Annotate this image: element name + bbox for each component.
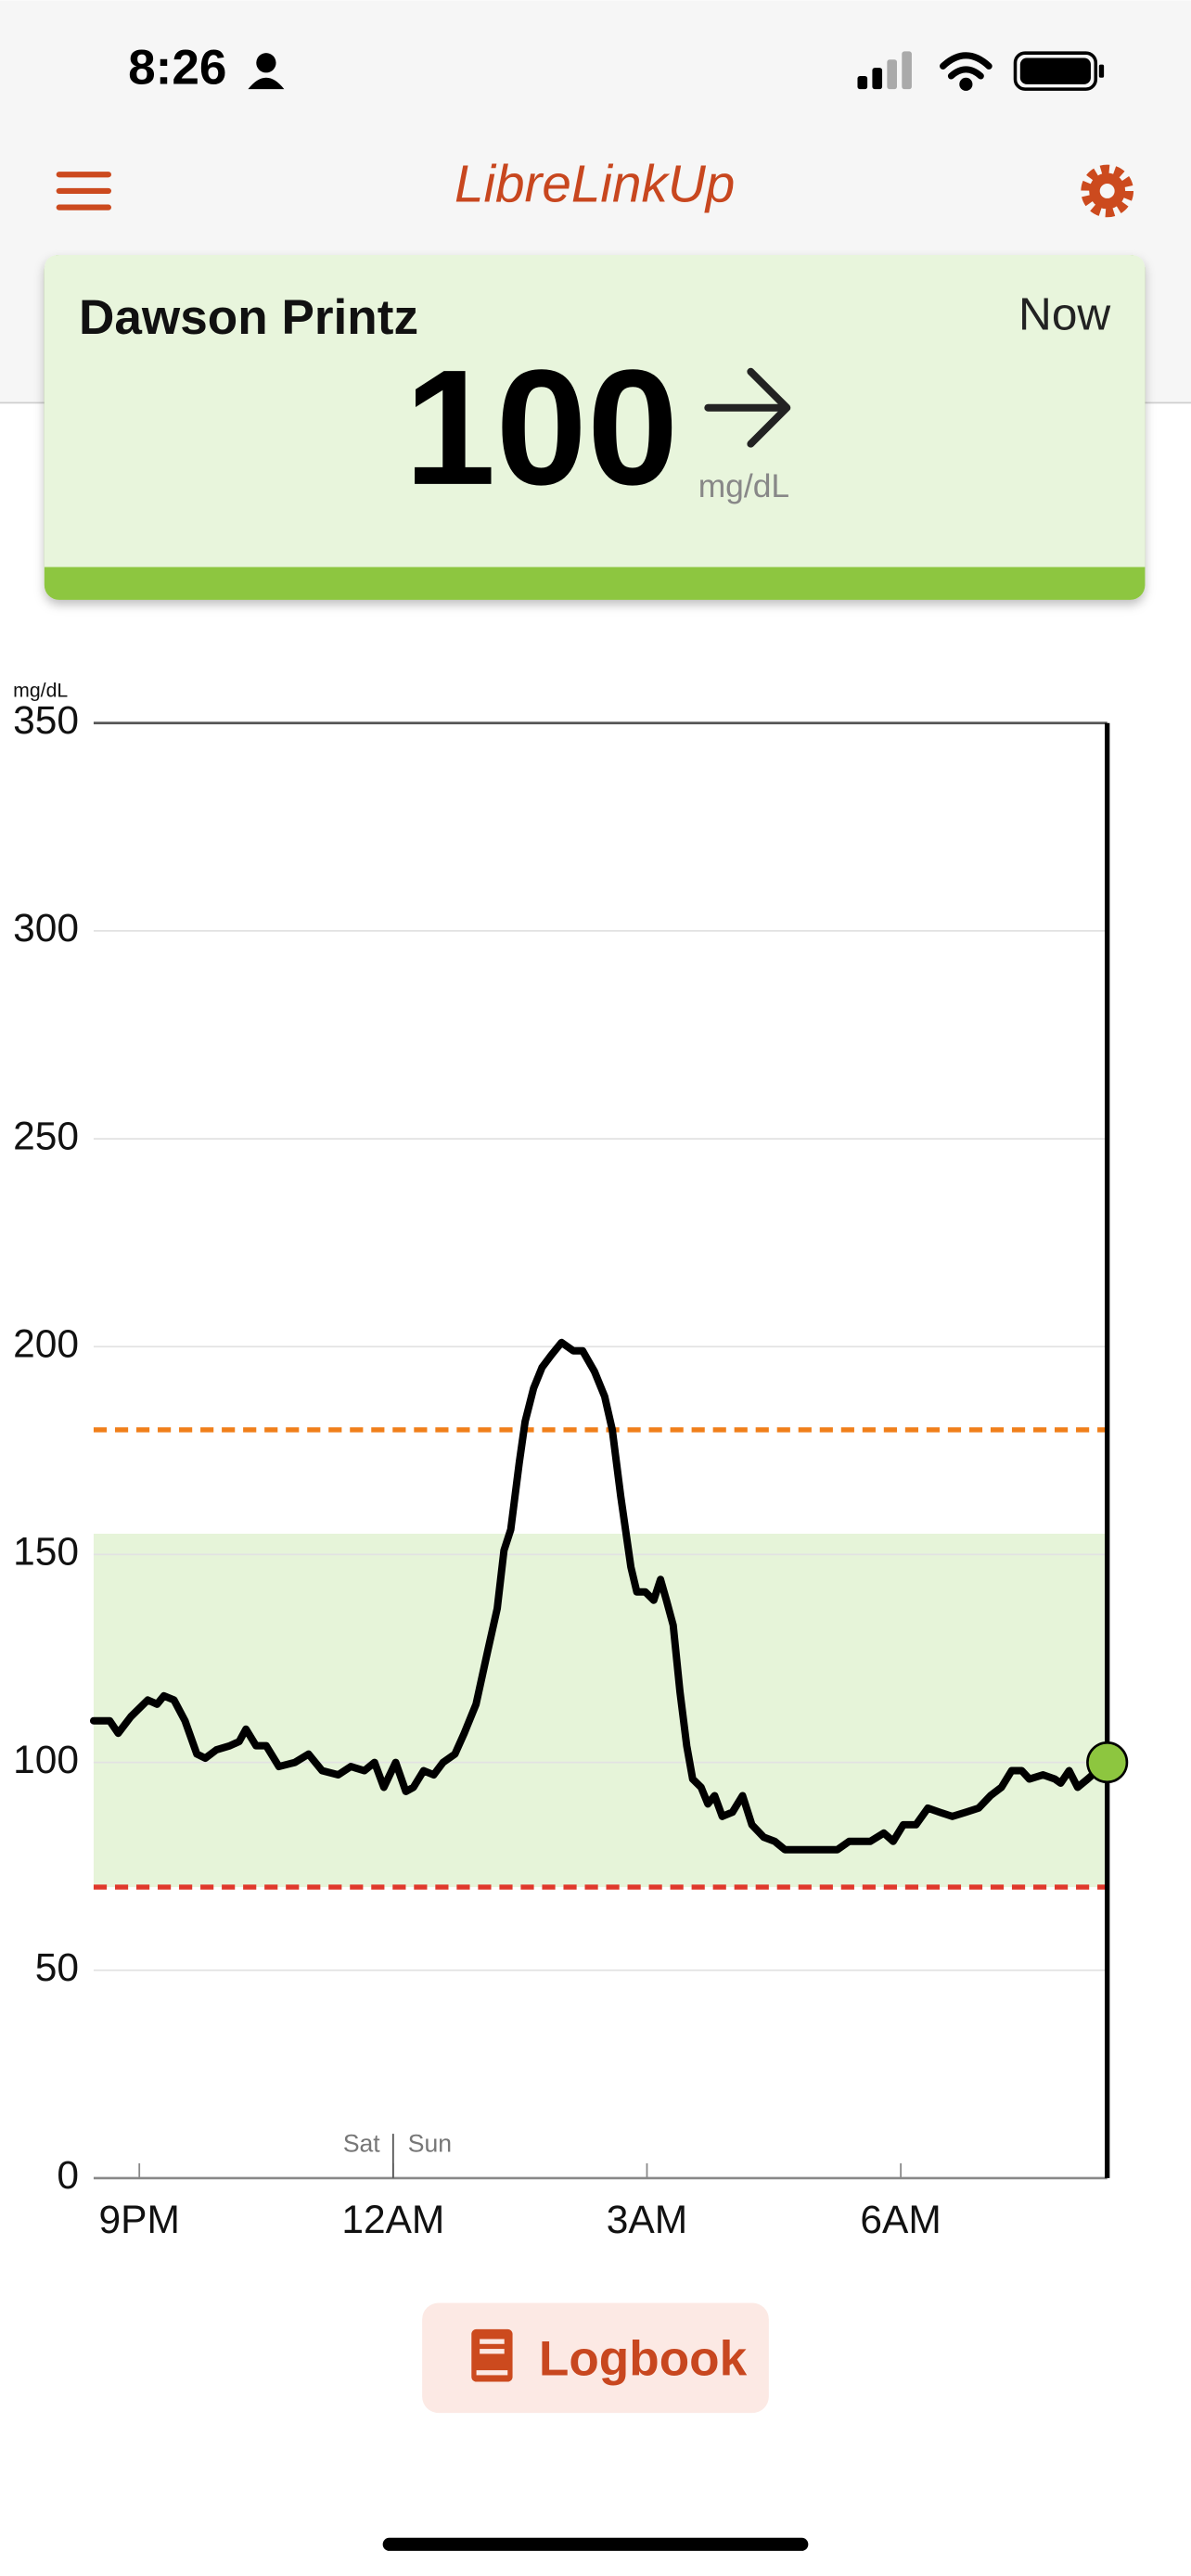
signal-icon [857,51,912,90]
x-tick-label: 12AM [341,2199,444,2242]
app-title: LibreLinkUp [455,155,735,213]
status-time: 8:26 [128,41,226,96]
x-tick-label: 6AM [860,2199,941,2242]
target-range [93,1533,1108,1888]
y-tick-label: 250 [13,1115,79,1158]
y-tick-label: 100 [13,1739,79,1782]
trend-arrow [704,367,791,448]
current-reading [1086,1741,1129,1784]
y-tick-label: 50 [35,1946,79,1990]
x-tick-label: 3AM [607,2199,687,2242]
y-tick-label: 200 [13,1322,79,1366]
y-axis-label: mg/dL [13,680,68,702]
home-indicator [382,2537,809,2551]
patient-card[interactable] [44,255,1146,600]
day-label: Sat [343,2129,380,2157]
glucose-unit: mg/dL [698,467,789,504]
settings-button[interactable] [1081,164,1134,218]
wifi-icon [940,52,992,91]
x-tick-label: 9PM [99,2199,180,2242]
person-icon [248,53,285,90]
y-tick-label: 150 [13,1531,79,1575]
patient-name: Dawson Printz [79,290,418,345]
glucose-line [89,1338,1111,1854]
glucose-value: 100 [404,336,678,519]
y-tick-label: 350 [13,699,79,743]
battery-icon [1013,51,1105,91]
y-tick-label: 0 [57,2154,79,2198]
logbook-label[interactable]: Logbook [539,2331,748,2386]
y-tick-label: 300 [13,907,79,950]
glucose-chart: mg/dL 0 50 100 150 200 250 300 350 9PM 12AM 3AM 6AM… [13,680,1129,2242]
day-label: Sun [408,2129,452,2157]
reading-time: Now [1018,287,1110,339]
logbook-button[interactable]: Logbook [422,2302,769,2414]
menu-button[interactable] [56,172,111,210]
